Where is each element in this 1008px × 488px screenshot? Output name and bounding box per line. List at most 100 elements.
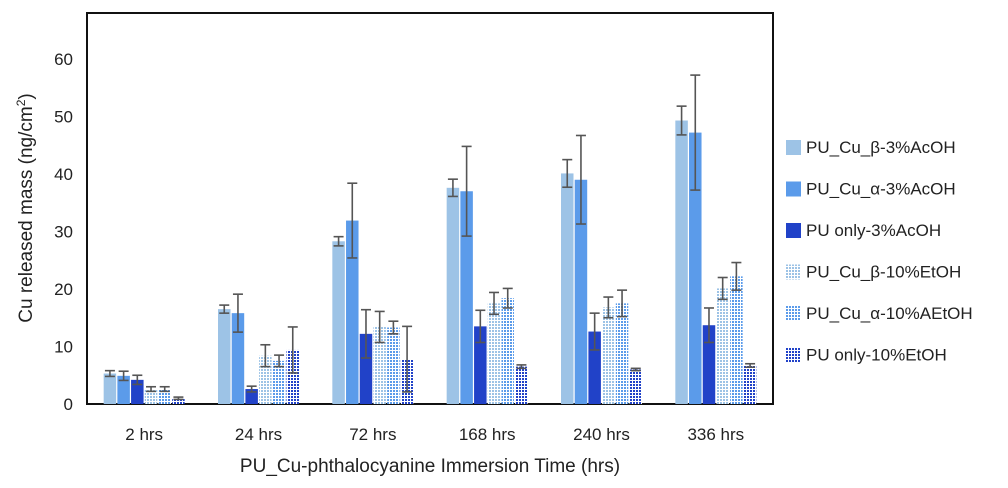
error-bar	[388, 320, 399, 335]
error-bar	[562, 158, 573, 189]
bar	[103, 373, 117, 404]
error-bar	[132, 374, 143, 386]
legend-item: PU_Cu_α-10%AEtOH	[786, 304, 973, 323]
y-axis-title: Cu released mass (ng/cm2)	[14, 93, 37, 322]
y-axis-ticks: 0 10 20 30 40 50 60	[54, 50, 73, 414]
bar	[144, 389, 158, 404]
x-axis-title: PU_Cu-phthalocyanine Immersion Time (hrs…	[240, 456, 620, 477]
y-axis-title-superscript: 2	[14, 99, 28, 106]
bar	[474, 326, 487, 404]
legend-item: PU_Cu_β-10%EtOH	[786, 263, 961, 282]
bar	[373, 326, 386, 404]
bar	[675, 120, 688, 405]
error-bar	[502, 287, 513, 309]
error-bar	[575, 134, 586, 225]
bar	[117, 375, 130, 404]
x-tick-label: 24 hrs	[235, 425, 282, 444]
x-tick-label: 240 hrs	[573, 425, 630, 444]
error-bar	[232, 293, 243, 333]
error-bar	[118, 370, 129, 382]
bar	[629, 369, 642, 404]
legend-swatch	[786, 264, 801, 280]
bar	[359, 333, 373, 404]
x-tick-label: 2 hrs	[125, 425, 163, 444]
bar	[332, 241, 345, 404]
legend-label: PU only-10%EtOH	[806, 346, 947, 365]
error-bar	[173, 396, 184, 401]
error-bar	[516, 364, 527, 370]
error-bar	[690, 74, 701, 191]
y-axis-title-main: Cu released mass (ng/cm	[16, 106, 37, 322]
legend-swatch	[786, 140, 801, 155]
y-axis-title-end: )	[16, 93, 37, 99]
y-tick-label: 10	[54, 338, 73, 357]
legend-label: PU_Cu_β-3%AcOH	[806, 138, 956, 157]
error-bar	[104, 369, 115, 378]
error-bar	[589, 312, 600, 351]
bar	[561, 173, 574, 404]
y-tick-label: 0	[64, 395, 73, 414]
error-bar	[360, 308, 371, 359]
error-bar	[402, 325, 413, 393]
error-bar	[333, 235, 344, 247]
legend-item: PU_Cu_α-3%AcOH	[786, 180, 956, 199]
y-tick-label: 20	[54, 280, 73, 299]
plot-frame	[86, 12, 774, 405]
bar	[602, 307, 615, 404]
legend-swatch	[786, 306, 801, 321]
y-tick-label: 30	[54, 223, 73, 242]
error-bar	[461, 145, 472, 237]
error-bar	[731, 261, 742, 291]
legend-label: PU_Cu_β-10%EtOH	[806, 263, 961, 282]
error-bar	[717, 276, 728, 301]
bar	[172, 398, 185, 404]
bar	[730, 276, 743, 404]
error-bar	[219, 304, 230, 314]
error-bar	[447, 178, 458, 198]
legend-item: PU_Cu_β-3%AcOH	[786, 138, 956, 157]
legend-label: PU_Cu_α-10%AEtOH	[806, 304, 973, 323]
error-bar	[617, 289, 628, 318]
x-tick-label: 168 hrs	[459, 425, 516, 444]
error-bar	[703, 307, 714, 344]
error-bar	[630, 367, 641, 372]
error-bar	[146, 385, 157, 393]
bar	[286, 349, 299, 404]
error-bar	[287, 326, 298, 374]
error-bar	[676, 105, 687, 136]
bar	[574, 179, 588, 404]
bar	[218, 309, 231, 404]
legend-item: PU only-3%AcOH	[786, 221, 941, 240]
bar-group	[103, 120, 757, 405]
error-bar	[347, 182, 358, 259]
bar	[515, 366, 528, 404]
bar	[272, 360, 286, 404]
legend: PU_Cu_β-3%AcOH PU_Cu_α-3%AcOH PU only-3%Ac…	[786, 138, 973, 365]
x-axis-ticks: 2 hrs 24 hrs 72 hrs 168 hrs 240 hrs 336 hrs	[125, 425, 744, 444]
bar	[346, 220, 359, 404]
y-tick-label: 60	[54, 50, 73, 69]
bar	[615, 303, 629, 404]
bar	[231, 313, 245, 404]
error-bar	[246, 385, 257, 393]
error-bar	[159, 385, 170, 393]
bar	[460, 191, 473, 404]
x-tick-label: 72 hrs	[349, 425, 396, 444]
y-tick-label: 50	[54, 108, 73, 127]
bar	[245, 389, 258, 404]
error-bar	[603, 296, 614, 319]
legend-swatch	[786, 223, 801, 238]
error-bar	[374, 310, 385, 344]
legend-item: PU only-10%EtOH	[786, 346, 947, 365]
error-bar	[260, 343, 271, 368]
error-bar	[489, 291, 500, 316]
bar	[131, 379, 144, 404]
error-bar	[475, 309, 486, 344]
bar	[716, 288, 729, 404]
y-tick-label: 40	[54, 165, 73, 184]
error-bar	[745, 362, 756, 369]
bar	[446, 187, 460, 404]
bar	[158, 389, 171, 404]
